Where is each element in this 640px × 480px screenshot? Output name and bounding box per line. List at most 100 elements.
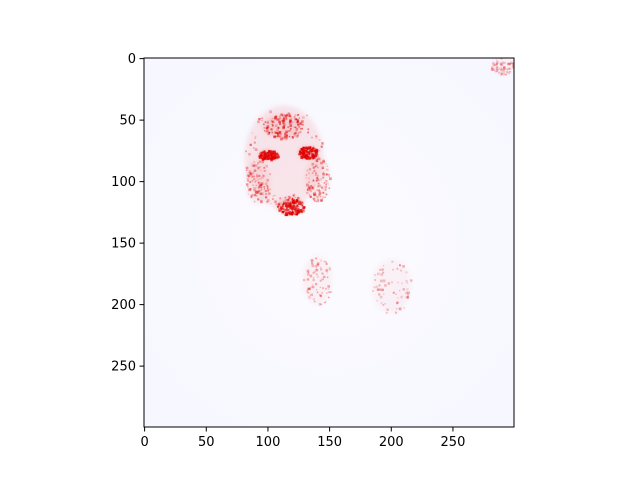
heat-pixel — [285, 209, 287, 211]
heat-pixel — [316, 263, 320, 267]
heat-pixel — [502, 68, 506, 72]
heat-pixel — [395, 307, 398, 310]
heat-pixel — [274, 155, 277, 159]
heat-pixel — [323, 182, 326, 184]
heat-pixel — [492, 68, 495, 72]
heat-pixel — [264, 151, 266, 153]
heat-pixel — [308, 288, 311, 291]
heat-pixel — [266, 185, 269, 188]
heat-pixel — [314, 191, 317, 193]
heat-pixel — [307, 185, 311, 189]
heat-pixel — [268, 188, 271, 191]
heat-pixel — [296, 205, 298, 207]
heat-pixel — [279, 115, 281, 118]
heat-pixel — [297, 205, 299, 207]
heat-pixel — [374, 274, 376, 276]
heat-pixel — [322, 176, 325, 179]
heat-pixel — [311, 262, 314, 265]
heat-pixel — [512, 62, 514, 66]
heat-pixel — [277, 205, 279, 208]
heat-pixel — [281, 204, 284, 207]
heat-pixel — [318, 190, 321, 193]
y-tick-label: 150 — [111, 237, 136, 252]
heat-pixel — [298, 153, 301, 156]
heat-pixel — [295, 135, 299, 138]
heat-pixel — [382, 265, 385, 267]
heat-pixel — [307, 271, 310, 274]
heat-pixel — [289, 202, 292, 206]
heat-pixel — [258, 166, 261, 169]
heat-pixel — [316, 158, 319, 160]
heat-pixel — [251, 175, 254, 178]
heat-pixel — [259, 184, 262, 187]
heat-pixel — [298, 210, 301, 213]
heat-pixel — [323, 275, 326, 279]
heat-pixel — [375, 285, 378, 288]
heat-pixel — [286, 114, 288, 116]
heat-pixel — [321, 166, 325, 170]
heat-pixel — [315, 266, 318, 269]
heat-pixel — [306, 148, 309, 150]
heat-pixel — [325, 269, 328, 272]
heat-pixel — [266, 157, 270, 161]
heat-pixel — [271, 117, 274, 120]
heat-pixel — [253, 194, 256, 197]
heat-pixel — [291, 211, 294, 214]
heat-pixel — [253, 187, 255, 189]
heat-pixel — [303, 155, 306, 158]
heat-pixel — [265, 131, 268, 133]
heat-pixel — [317, 177, 319, 180]
heat-pixel — [305, 156, 308, 160]
heat-pixel — [254, 181, 256, 183]
heat-pixel — [304, 148, 307, 152]
heat-pixel — [510, 62, 513, 65]
heat-pixel — [245, 150, 247, 153]
heat-pixel — [307, 151, 310, 153]
heat-pixel — [300, 128, 302, 130]
heat-pixel — [293, 131, 297, 135]
heat-pixel — [286, 201, 290, 205]
heat-pixel — [301, 120, 304, 123]
heat-pixel — [319, 295, 323, 298]
heat-pixel — [274, 200, 277, 203]
heat-pixel — [293, 126, 296, 129]
heat-pixel — [261, 152, 264, 156]
heat-pixel — [262, 152, 265, 154]
heat-pixel — [306, 114, 308, 117]
x-tick-label: 50 — [198, 435, 215, 450]
heat-pixel — [397, 297, 399, 299]
heat-pixel — [512, 62, 514, 65]
heat-pixel — [282, 126, 285, 130]
heat-pixel — [382, 271, 385, 274]
y-tick-label: 50 — [119, 114, 136, 129]
heat-pixel — [300, 209, 303, 212]
heat-pixel — [293, 134, 296, 137]
heat-pixel — [272, 198, 274, 200]
heat-pixel — [319, 286, 321, 289]
heat-pixel — [312, 155, 316, 159]
heat-pixel — [311, 187, 315, 190]
heat-pixel — [257, 189, 261, 193]
heat-pixel — [297, 120, 299, 123]
heat-pixel — [507, 62, 510, 65]
heat-pixel — [312, 153, 315, 155]
heat-pixel — [301, 204, 304, 206]
heat-pixel — [300, 151, 304, 155]
heat-pixel — [309, 195, 312, 198]
heat-pixel — [287, 112, 291, 116]
heat-pixel — [310, 293, 314, 296]
heat-pixel — [301, 204, 304, 207]
heat-pixel — [380, 302, 383, 305]
heat-pixel — [315, 136, 318, 139]
heat-pixel — [319, 279, 322, 282]
heat-pixel — [301, 116, 305, 119]
heat-pixel — [328, 173, 330, 176]
heat-pixel — [256, 178, 259, 181]
heat-pixel — [310, 184, 313, 187]
heat-pixel — [308, 287, 311, 290]
heat-pixel — [301, 201, 304, 204]
heat-pixel — [304, 157, 307, 160]
heat-pixel — [296, 213, 298, 216]
heat-pixel — [267, 187, 269, 189]
heat-pixel — [276, 132, 280, 135]
